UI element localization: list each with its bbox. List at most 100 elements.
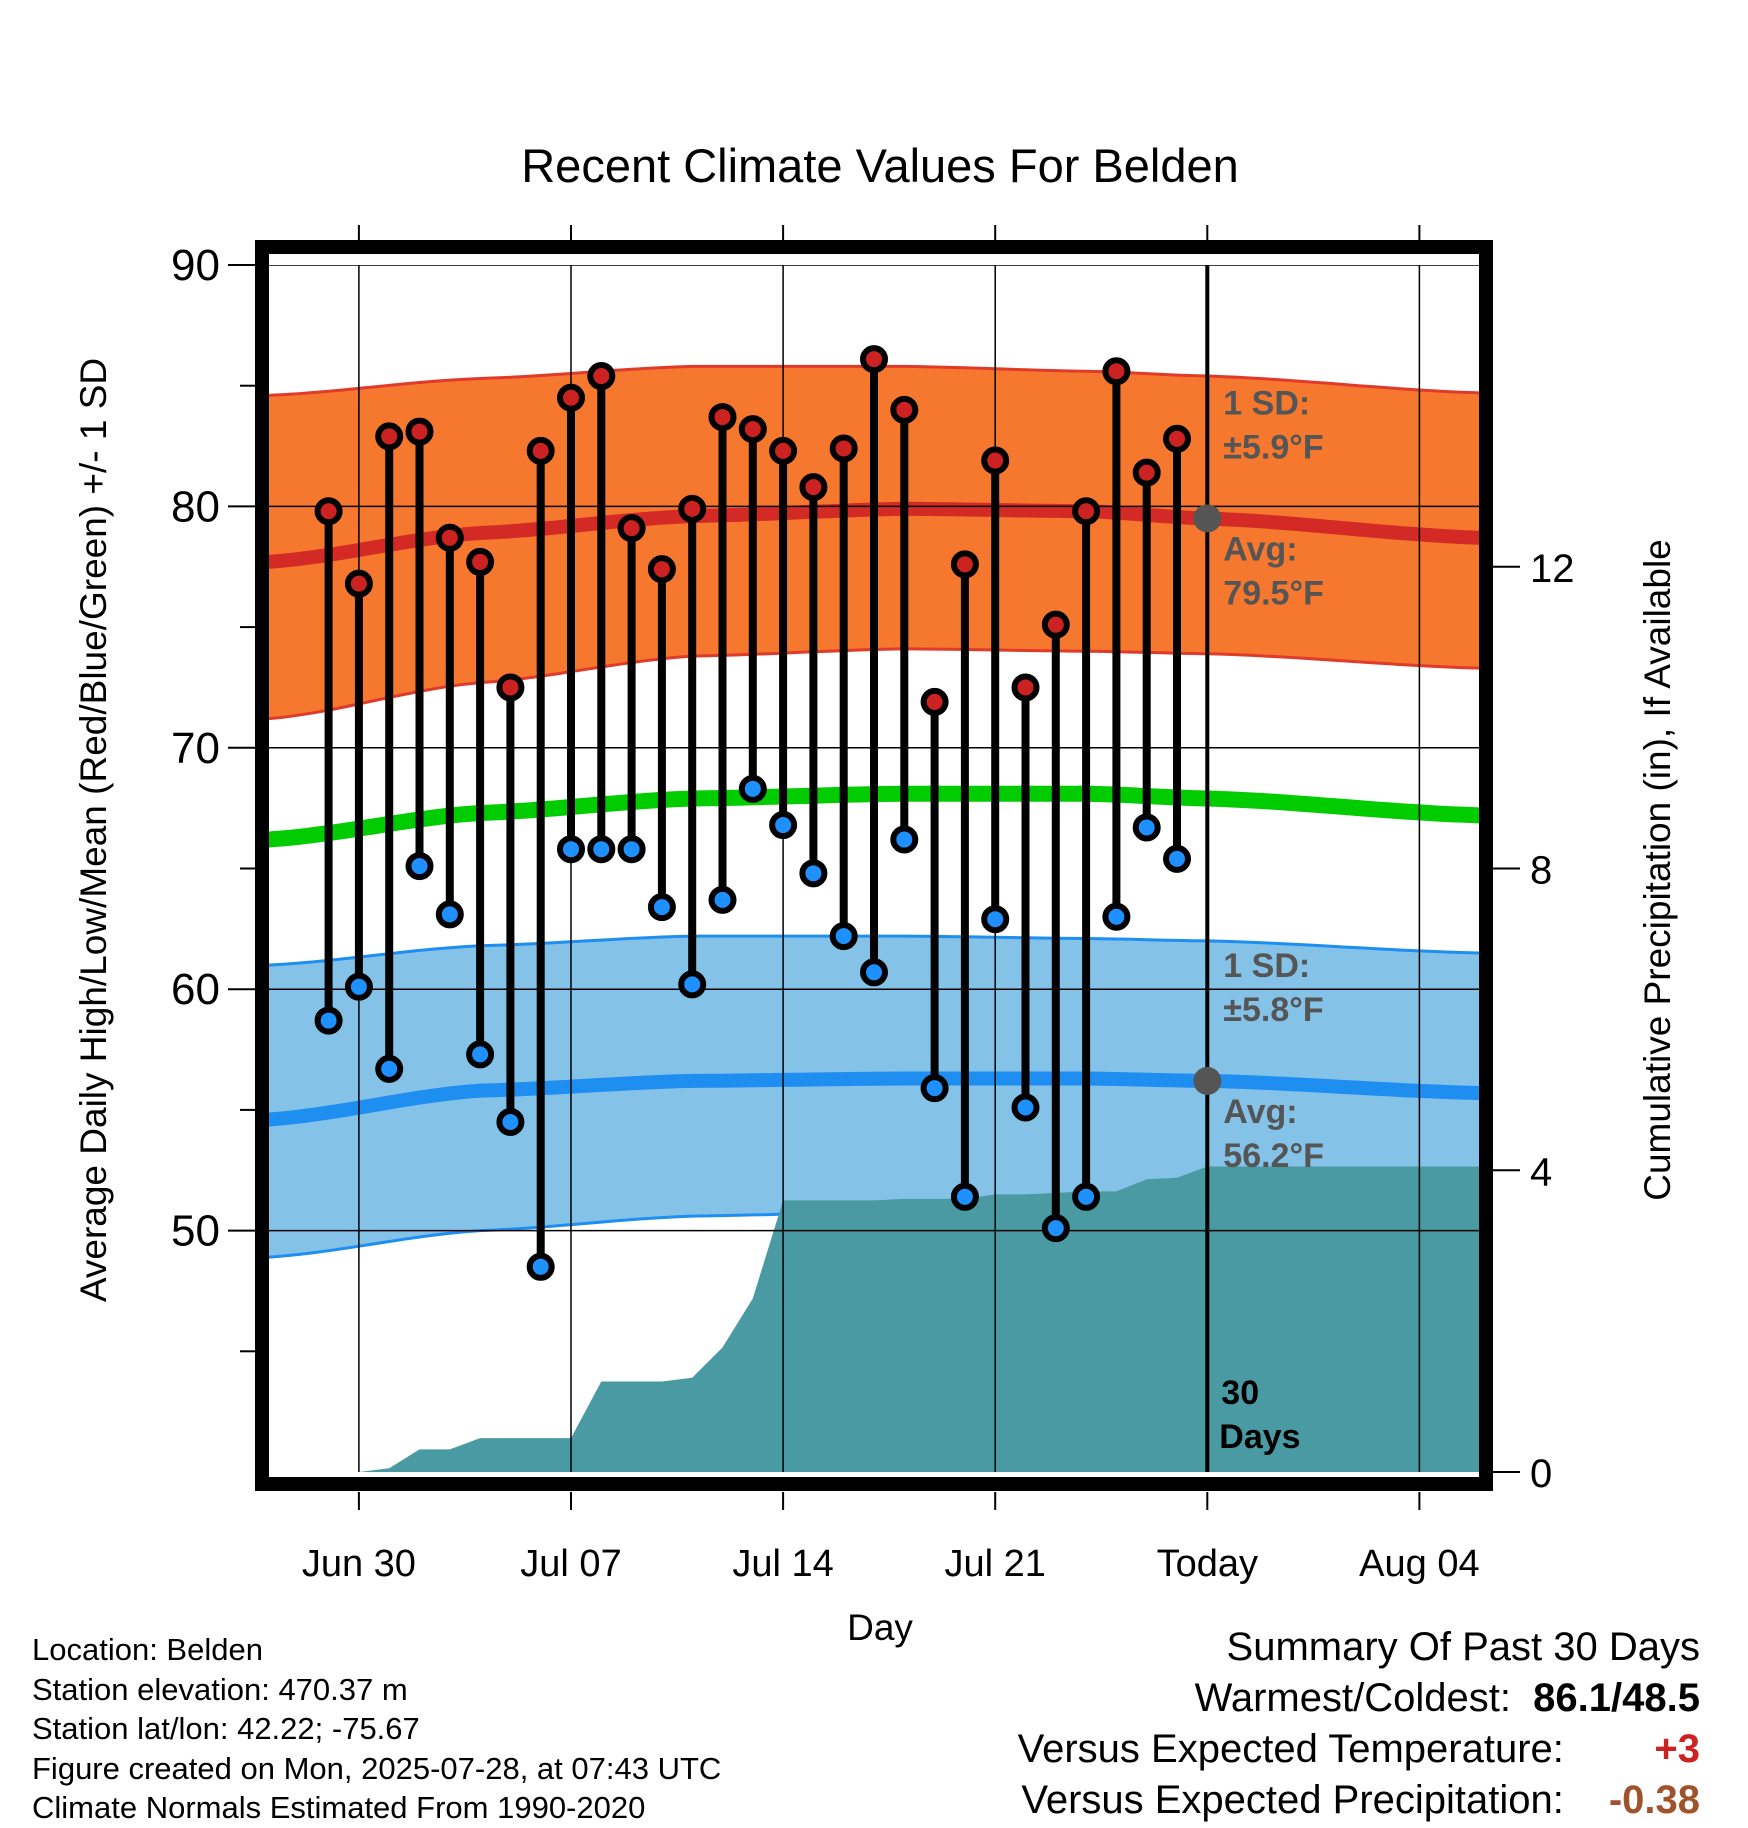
high-point [769,436,798,465]
x-tick-label: Today [1157,1543,1258,1585]
high-avg-label: Avg: [1223,530,1297,568]
high-sd-label: 1 SD: [1223,384,1310,422]
high-point [466,547,495,576]
x-tick-label: Jul 21 [944,1543,1045,1585]
days-word-label: Days [1219,1418,1300,1456]
low-point [435,900,464,929]
y-tick-label: 70 [171,724,220,773]
x-tick-label: Jun 30 [302,1543,416,1585]
high-point [890,395,919,424]
summary-panel: Summary Of Past 30 Days Warmest/Coldest:… [1018,1622,1700,1826]
y2-axis-label: Cumulative Precipitation (in), If Availa… [1637,539,1678,1201]
low-point [950,1182,979,1211]
low-avg-label: Avg: [1223,1093,1297,1131]
latlon-text: Station lat/lon: 42.22; -75.67 [32,1711,420,1746]
low-point [647,893,676,922]
low-point [587,835,616,864]
low-point [799,859,828,888]
y-tick-label: 50 [171,1207,220,1256]
low-point [708,885,737,914]
low-point [375,1054,404,1083]
warmest-coldest-label: Warmest/Coldest: [1194,1676,1511,1720]
high-point [617,514,646,543]
plot-area: 1 SD: ±5.9°F Avg: 79.5°F 1 SD: ±5.8°F Avg: 56.2… [268,265,1480,1472]
temp-vs-expected-row: Versus Expected Temperature: +3 [1018,1724,1700,1775]
y2-tick-label: 4 [1530,1150,1552,1194]
high-point [950,550,979,579]
y-tick-label: 60 [171,965,220,1014]
high-point [1072,497,1101,526]
precip-vs-expected-label: Versus Expected Precipitation: [1021,1778,1564,1822]
high-point [1163,424,1191,453]
high-point [496,673,525,702]
high-point [1041,610,1070,639]
precip-vs-expected-row: Versus Expected Precipitation: -0.38 [1018,1775,1700,1826]
low-point [829,922,858,951]
temp-vs-expected-value: +3 [1654,1727,1700,1771]
normals-text: Climate Normals Estimated From 1990-2020 [32,1790,646,1825]
high-avg-value: 79.5°F [1223,574,1324,612]
today-low-avg-dot [1193,1066,1222,1095]
high-point [738,415,767,444]
low-point [1102,902,1131,931]
low-point [1132,813,1161,842]
x-tick-label: Jul 07 [520,1543,621,1585]
low-point [890,825,919,854]
low-point [678,970,707,999]
high-point [314,497,343,526]
high-point [435,523,464,552]
high-point [405,417,434,446]
temp-vs-expected-label: Versus Expected Temperature: [1017,1727,1564,1771]
x-tick-label: Aug 04 [1359,1543,1479,1585]
high-point [1011,673,1040,702]
low-point [920,1074,949,1103]
high-point [678,494,707,523]
warmest-coldest-value: 86.1/48.5 [1533,1676,1700,1720]
high-sd-value: ±5.9°F [1223,428,1323,466]
days-count-label: 30 [1221,1374,1259,1412]
low-point [1041,1214,1070,1243]
high-point [344,569,373,598]
y-axis-label: Average Daily High/Low/Mean (Red/Blue/Gr… [73,358,114,1302]
low-point [738,774,767,803]
warmest-coldest-row: Warmest/Coldest: 86.1/48.5 [1018,1673,1700,1724]
high-point [920,687,949,716]
precip-vs-expected-value: -0.38 [1608,1778,1700,1822]
elevation-text: Station elevation: 470.37 m [32,1671,408,1707]
x-tick-label: Jul 14 [732,1543,833,1585]
high-point [375,422,404,451]
low-point [1011,1093,1040,1122]
low-point [344,972,373,1001]
low-point [314,1006,343,1035]
low-point [557,835,585,864]
low-point [466,1040,495,1069]
low-point [769,811,798,840]
high-point [557,383,585,412]
high-point [708,403,737,432]
low-point [860,958,888,987]
created-text: Figure created on Mon, 2025-07-28, at 07… [32,1750,722,1786]
y2-tick-label: 8 [1530,849,1552,893]
high-point [1132,458,1161,487]
precip-area [268,1166,1480,1472]
high-point [647,555,676,584]
high-point [981,446,1010,475]
low-avg-line [268,1071,1480,1127]
low-point [617,835,646,864]
y2-tick-label: 12 [1530,547,1575,591]
high-point [526,436,555,465]
station-info: Location: Belden Station elevation: 470.… [32,1630,721,1828]
high-point [587,362,616,391]
low-sd-value: ±5.8°F [1223,991,1323,1029]
y2-tick-label: 0 [1530,1452,1552,1496]
high-point [1102,357,1131,386]
chart-title: Recent Climate Values For Belden [521,139,1239,192]
axes: 50 60 70 80 90 0 4 8 12 Jun 30 Jul 07 Jul 14 Jul 21 T… [171,225,1575,1585]
y-tick-label: 90 [171,241,220,290]
low-point [1163,844,1191,873]
low-sd-label: 1 SD: [1223,947,1310,985]
x-axis-label: Day [847,1607,913,1648]
low-avg-value: 56.2°F [1223,1137,1324,1175]
high-point [799,473,828,502]
